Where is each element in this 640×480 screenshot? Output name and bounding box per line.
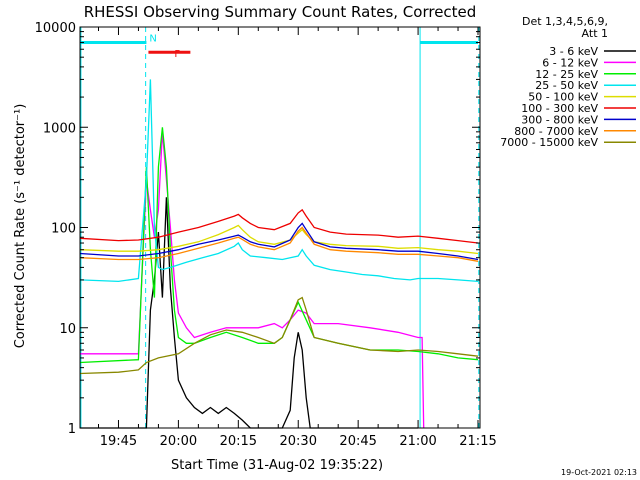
legend-label: 800 - 7000 keV (514, 125, 598, 138)
plot-area: NF (80, 27, 480, 429)
flag-label-N: N (149, 34, 156, 45)
legend-header: Det 1,3,4,5,6,9, (522, 15, 608, 28)
axes: 19:45 20:00 20:15 20:30 20:45 21:00 21:15 1 10 10… (35, 21, 497, 449)
x-tick-label: 19:45 (100, 434, 137, 449)
legend-label: 12 - 25 keV (535, 68, 598, 81)
x-tick-label: 21:00 (399, 434, 436, 449)
series-line-5 (80, 208, 479, 244)
x-tick-label: 20:45 (339, 434, 376, 449)
timestamp: 19-Oct-2021 02:13 (561, 468, 637, 477)
x-tick-label: 20:15 (220, 434, 257, 449)
legend-label: 3 - 6 keV (549, 45, 598, 58)
legend-label: 25 - 50 keV (535, 79, 598, 92)
x-axis-label: Start Time (31-Aug-02 19:35:22) (171, 458, 383, 473)
series-line-7 (80, 226, 479, 262)
y-tick-label: 1000 (43, 121, 76, 136)
y-tick-label: 10 (59, 322, 76, 337)
series-line-6 (80, 222, 479, 261)
flag-label-F: F (174, 49, 180, 60)
chart-title: RHESSI Observing Summary Count Rates, Co… (84, 3, 477, 21)
x-tick-label: 21:15 (459, 434, 496, 449)
legend-label: 100 - 300 keV (521, 102, 598, 115)
x-tick-label: 20:30 (280, 434, 317, 449)
series-line-8 (80, 296, 479, 375)
series-line-4 (80, 224, 479, 255)
legend-label: 7000 - 15000 keV (500, 136, 598, 149)
y-axis-label: Corrected Count Rate (s⁻¹ detector⁻¹) (13, 104, 28, 349)
y-tick-label: 1 (68, 422, 76, 437)
legend-label: 6 - 12 keV (542, 56, 598, 69)
y-tick-label: 10000 (35, 21, 76, 36)
series-line-3 (80, 79, 479, 283)
series-line-0 (80, 197, 419, 429)
legend-header: Att 1 (582, 27, 608, 40)
legend-label: 50 - 100 keV (528, 91, 598, 104)
legend-label: 300 - 800 keV (521, 113, 598, 126)
y-tick-label: 100 (51, 222, 76, 237)
x-tick-label: 20:00 (160, 434, 197, 449)
